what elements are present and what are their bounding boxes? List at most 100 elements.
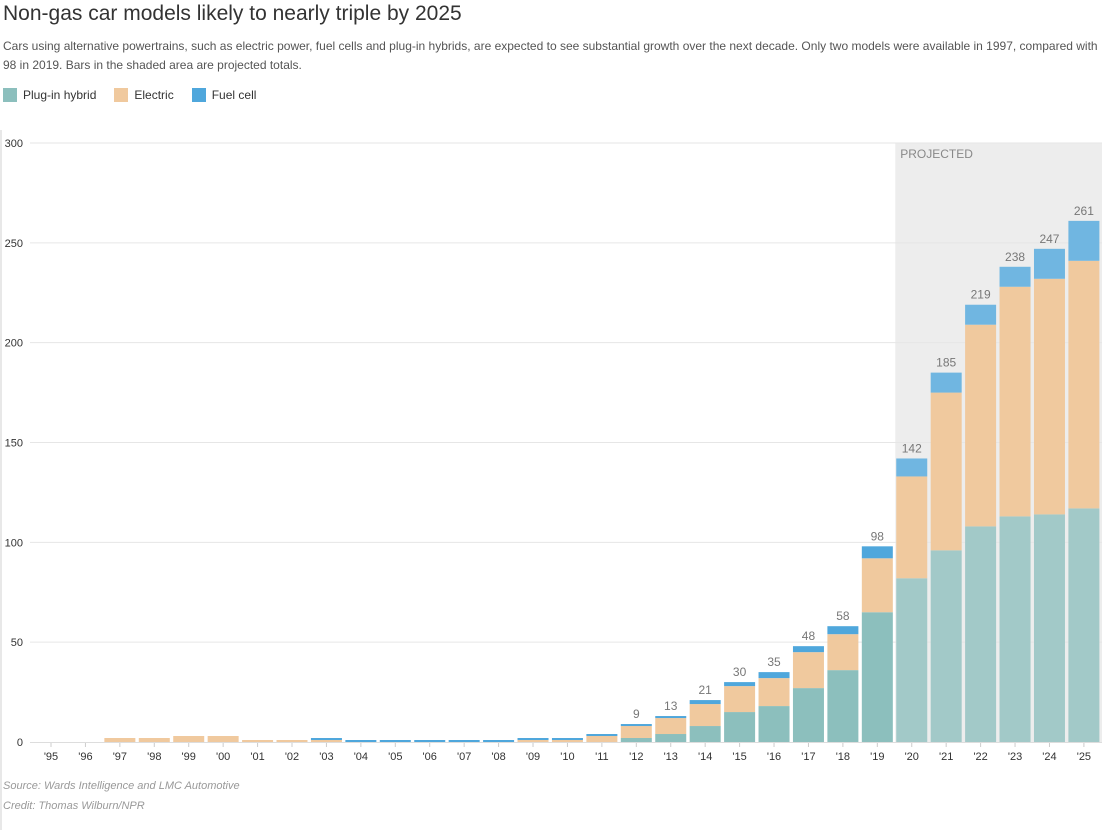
x-tick-label: '98 — [147, 751, 161, 763]
bar-segment-electric — [1068, 260, 1100, 509]
bar-segment-fuel-cell — [896, 458, 928, 477]
bar-segment-fuel-cell — [930, 372, 962, 393]
x-tick-label: '25 — [1077, 751, 1091, 763]
bar-segment-electric — [242, 740, 274, 742]
bar-total-label: 21 — [698, 683, 712, 697]
bar-segment-fuel-cell — [620, 724, 652, 727]
x-tick-label: '95 — [44, 751, 58, 763]
y-tick-label: 50 — [11, 637, 23, 649]
bar-total-label: 142 — [902, 441, 922, 455]
bar-total-label: 13 — [664, 699, 678, 713]
bar-segment-fuel-cell — [379, 740, 411, 742]
projected-label: PROJECTED — [900, 147, 973, 161]
y-tick-label: 100 — [5, 537, 23, 549]
bar-segment-electric — [930, 392, 962, 551]
x-tick-label: '18 — [836, 751, 850, 763]
chart-title: Non-gas car models likely to nearly trip… — [3, 2, 462, 25]
bar-segment-electric — [276, 740, 308, 742]
x-tick-label: '17 — [801, 751, 815, 763]
bar-segment-electric — [104, 738, 136, 742]
bar-segment-plug-in-hybrid — [792, 688, 824, 742]
x-tick-label: '11 — [595, 751, 609, 763]
bar-segment-electric — [792, 652, 824, 689]
legend-label: Plug-in hybrid — [23, 88, 97, 102]
y-tick-label: 200 — [5, 338, 23, 350]
x-tick-label: '24 — [1042, 751, 1056, 763]
legend-item-phev: Plug-in hybrid — [3, 88, 96, 102]
x-tick-label: '08 — [491, 751, 505, 763]
bar-segment-electric — [861, 558, 893, 613]
bar-segment-plug-in-hybrid — [724, 712, 756, 742]
x-tick-label: '16 — [767, 751, 781, 763]
x-tick-label: '00 — [216, 751, 230, 763]
bar-segment-fuel-cell — [792, 646, 824, 653]
credit-note: Credit: Thomas Wilburn/NPR — [3, 800, 145, 812]
bar-segment-electric — [724, 686, 756, 713]
x-tick-label: '12 — [629, 751, 643, 763]
bar-segment-plug-in-hybrid — [930, 550, 962, 742]
y-tick-label: 150 — [5, 438, 23, 450]
bar-segment-plug-in-hybrid — [689, 726, 721, 742]
bar-segment-electric — [758, 678, 790, 707]
bar-segment-electric — [999, 286, 1031, 517]
bar-segment-electric — [517, 740, 549, 742]
bar-segment-fuel-cell — [827, 626, 859, 635]
legend-swatch-phev — [3, 88, 17, 102]
x-tick-label: '22 — [973, 751, 987, 763]
x-tick-label: '01 — [250, 751, 264, 763]
bar-segment-electric — [689, 704, 721, 727]
bar-segment-electric — [896, 476, 928, 579]
bar-segment-fuel-cell — [689, 700, 721, 705]
bar-total-label: 261 — [1074, 204, 1094, 218]
y-tick-label: 0 — [17, 737, 23, 749]
x-tick-label: '06 — [423, 751, 437, 763]
bar-segment-electric — [586, 736, 618, 742]
legend-swatch-electric — [114, 88, 129, 102]
bar-segment-fuel-cell — [758, 672, 790, 679]
x-tick-label: '03 — [319, 751, 333, 763]
x-tick-label: '05 — [388, 751, 402, 763]
source-note: Source: Wards Intelligence and LMC Autom… — [3, 780, 240, 792]
bar-segment-fuel-cell — [586, 734, 618, 737]
bar-segment-fuel-cell — [483, 740, 515, 742]
bar-segment-fuel-cell — [414, 740, 446, 742]
x-tick-label: '10 — [560, 751, 574, 763]
x-tick-label: '96 — [78, 751, 92, 763]
legend-label: Electric — [134, 88, 174, 102]
bar-total-label: 98 — [871, 529, 885, 543]
x-tick-label: '04 — [354, 751, 368, 763]
x-tick-label: '15 — [732, 751, 746, 763]
bar-segment-fuel-cell — [517, 738, 549, 741]
bar-segment-plug-in-hybrid — [965, 526, 997, 742]
bar-total-label: 238 — [1005, 250, 1025, 264]
bar-segment-plug-in-hybrid — [620, 738, 652, 742]
bar-total-label: 30 — [733, 665, 747, 679]
bar-segment-fuel-cell — [999, 266, 1031, 287]
bar-segment-plug-in-hybrid — [896, 578, 928, 742]
bar-total-label: 35 — [767, 655, 781, 669]
x-tick-label: '20 — [905, 751, 919, 763]
bar-segment-fuel-cell — [724, 682, 756, 687]
bar-segment-fuel-cell — [655, 716, 687, 719]
bar-segment-fuel-cell — [310, 738, 342, 741]
legend-item-fuel-cell: Fuel cell — [191, 88, 256, 102]
bar-segment-fuel-cell — [551, 738, 583, 741]
bar-total-label: 247 — [1039, 232, 1059, 246]
bar-segment-electric — [173, 736, 205, 742]
bar-segment-electric — [1033, 278, 1065, 515]
x-tick-label: '99 — [182, 751, 196, 763]
bar-segment-plug-in-hybrid — [827, 670, 859, 742]
legend-swatch-fuel-cell — [191, 88, 206, 102]
x-tick-label: '07 — [457, 751, 471, 763]
x-tick-label: '21 — [939, 751, 953, 763]
x-tick-label: '09 — [526, 751, 540, 763]
y-tick-label: 300 — [5, 138, 23, 150]
bar-segment-plug-in-hybrid — [861, 612, 893, 742]
bar-segment-electric — [827, 634, 859, 671]
bar-segment-electric — [965, 324, 997, 527]
bar-segment-electric — [138, 738, 170, 742]
bar-segment-fuel-cell — [1033, 248, 1065, 279]
bar-segment-fuel-cell — [448, 740, 480, 742]
bar-segment-electric — [551, 740, 583, 742]
